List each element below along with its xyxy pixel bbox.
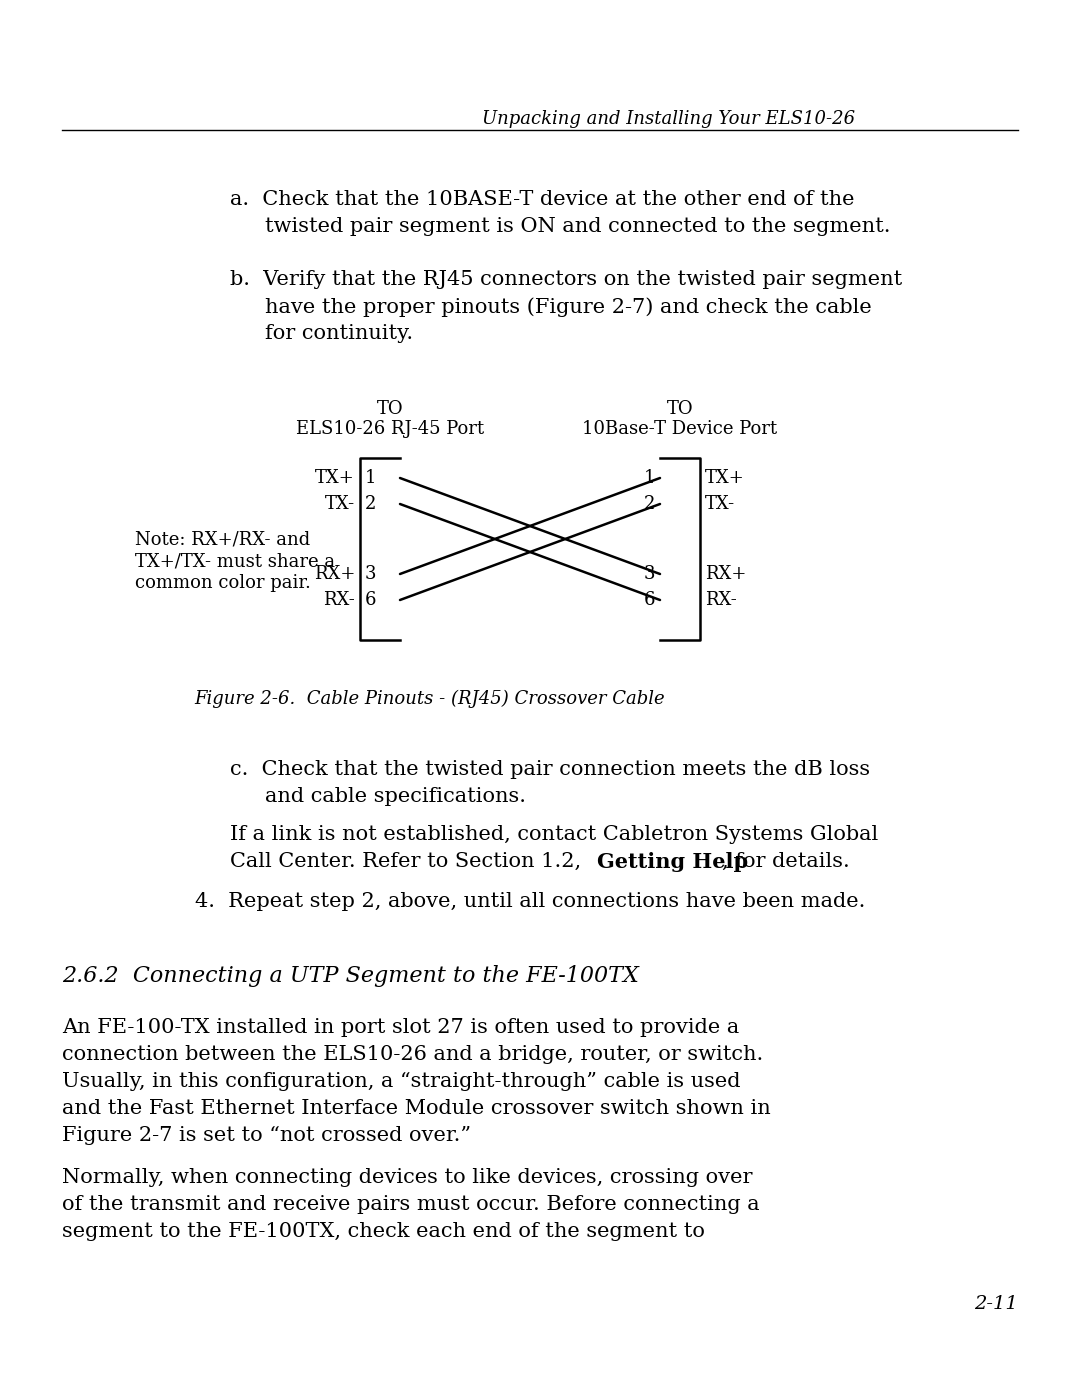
Text: a.  Check that the 10BASE-T device at the other end of the: a. Check that the 10BASE-T device at the… [230, 190, 854, 210]
Text: 10Base-T Device Port: 10Base-T Device Port [582, 420, 778, 439]
Text: Usually, in this configuration, a “straight-through” cable is used: Usually, in this configuration, a “strai… [62, 1071, 741, 1091]
Text: 2-11: 2-11 [974, 1295, 1018, 1313]
Text: 2: 2 [365, 495, 376, 513]
Text: of the transmit and receive pairs must occur. Before connecting a: of the transmit and receive pairs must o… [62, 1194, 759, 1214]
Text: Getting Help: Getting Help [597, 852, 748, 872]
Text: connection between the ELS10-26 and a bridge, router, or switch.: connection between the ELS10-26 and a br… [62, 1045, 764, 1065]
Text: Call Center. Refer to Section 1.2,: Call Center. Refer to Section 1.2, [230, 852, 588, 870]
Text: RX+: RX+ [705, 564, 746, 583]
Text: ELS10-26 RJ-45 Port: ELS10-26 RJ-45 Port [296, 420, 484, 439]
Text: Unpacking and Installing Your ELS10-26: Unpacking and Installing Your ELS10-26 [482, 110, 855, 129]
Text: RX+: RX+ [313, 564, 355, 583]
Text: segment to the FE-100TX, check each end of the segment to: segment to the FE-100TX, check each end … [62, 1222, 705, 1241]
Text: RX-: RX- [705, 591, 737, 609]
Text: Note: RX+/RX- and: Note: RX+/RX- and [135, 529, 310, 548]
Text: If a link is not established, contact Cabletron Systems Global: If a link is not established, contact Ca… [230, 826, 878, 844]
Text: 2: 2 [644, 495, 654, 513]
Text: 3: 3 [365, 564, 377, 583]
Text: 1: 1 [644, 469, 654, 488]
Text: 4.  Repeat step 2, above, until all connections have been made.: 4. Repeat step 2, above, until all conne… [195, 893, 865, 911]
Text: common color pair.: common color pair. [135, 574, 311, 592]
Text: 6: 6 [365, 591, 377, 609]
Text: twisted pair segment is ON and connected to the segment.: twisted pair segment is ON and connected… [265, 217, 891, 236]
Text: b.  Verify that the RJ45 connectors on the twisted pair segment: b. Verify that the RJ45 connectors on th… [230, 270, 902, 289]
Text: TO: TO [377, 400, 403, 418]
Text: TX+/TX- must share a: TX+/TX- must share a [135, 552, 335, 570]
Text: TX+: TX+ [705, 469, 745, 488]
Text: An FE-100-TX installed in port slot 27 is often used to provide a: An FE-100-TX installed in port slot 27 i… [62, 1018, 739, 1037]
Text: 1: 1 [365, 469, 377, 488]
Text: c.  Check that the twisted pair connection meets the dB loss: c. Check that the twisted pair connectio… [230, 760, 870, 780]
Text: Figure 2-7 is set to “not crossed over.”: Figure 2-7 is set to “not crossed over.” [62, 1126, 471, 1146]
Text: , for details.: , for details. [723, 852, 850, 870]
Text: 2.6.2  Connecting a UTP Segment to the FE-100TX: 2.6.2 Connecting a UTP Segment to the FE… [62, 965, 639, 988]
Text: TO: TO [666, 400, 693, 418]
Text: and cable specifications.: and cable specifications. [265, 787, 526, 806]
Text: 3: 3 [644, 564, 654, 583]
Text: TX-: TX- [705, 495, 735, 513]
Text: RX-: RX- [323, 591, 355, 609]
Text: and the Fast Ethernet Interface Module crossover switch shown in: and the Fast Ethernet Interface Module c… [62, 1099, 771, 1118]
Text: Figure 2-6.  Cable Pinouts - (RJ45) Crossover Cable: Figure 2-6. Cable Pinouts - (RJ45) Cross… [194, 690, 665, 708]
Text: for continuity.: for continuity. [265, 324, 414, 344]
Text: TX+: TX+ [315, 469, 355, 488]
Text: have the proper pinouts (Figure 2-7) and check the cable: have the proper pinouts (Figure 2-7) and… [265, 298, 872, 317]
Text: Normally, when connecting devices to like devices, crossing over: Normally, when connecting devices to lik… [62, 1168, 753, 1187]
Text: TX-: TX- [325, 495, 355, 513]
Text: 6: 6 [644, 591, 654, 609]
